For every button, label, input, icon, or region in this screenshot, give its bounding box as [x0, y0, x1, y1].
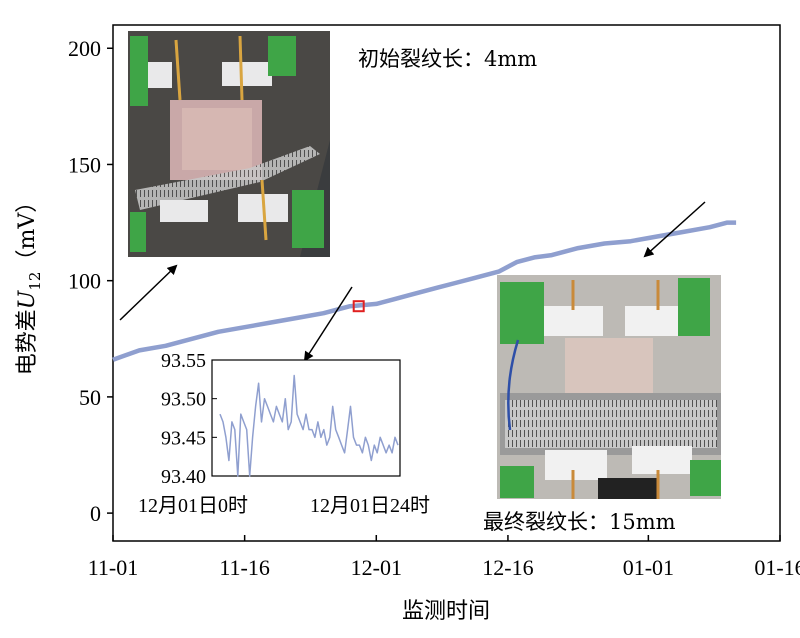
inset-y-tick-label: 93.45	[161, 427, 206, 449]
x-tick-label: 12-01	[351, 555, 402, 580]
arrow-to-inset	[303, 286, 353, 362]
x-tick-label: 01-16	[754, 555, 800, 580]
inset-frame	[211, 359, 401, 477]
x-axis-label: 监测时间	[402, 599, 490, 624]
y-axis-label-var: U	[15, 289, 40, 309]
initial-crack-label: 初始裂纹长：4mm	[358, 47, 537, 71]
initial-crack-photo	[128, 31, 330, 257]
inset-y-tick-label: 93.55	[161, 350, 206, 372]
x-tick-label: 11-01	[88, 555, 139, 580]
plot-frame	[112, 24, 781, 542]
y-axis-ticks: 0 50 100 150 200	[68, 36, 113, 526]
arrow-to-end	[643, 201, 706, 258]
inset-series-line	[219, 374, 399, 477]
y-axis-label-main: 电势差	[15, 309, 40, 375]
inset-x-ticks: 12月01日0时 12月01日24时	[138, 494, 430, 517]
y-axis-label: 电势差U12（mV）	[15, 191, 44, 375]
x-tick-label: 12-16	[482, 555, 533, 580]
inset-x-tick-label: 12月01日0时	[138, 494, 248, 517]
y-axis-label-sub: 12	[26, 272, 44, 291]
x-axis-ticks: 11-01 11-16 12-01 12-16 01-01 01-16	[88, 535, 800, 580]
final-crack-label: 最终裂纹长：15mm	[483, 510, 676, 534]
y-axis-label-unit: （mV）	[15, 191, 40, 272]
inset-y-tick-label: 93.50	[161, 389, 206, 411]
y-tick-label: 100	[68, 269, 101, 294]
y-tick-label: 150	[68, 152, 101, 177]
arrow-to-start	[119, 264, 178, 321]
x-tick-label: 01-01	[623, 555, 674, 580]
zoom-marker	[352, 300, 365, 313]
x-tick-label: 11-16	[219, 555, 270, 580]
inset-y-tick-label: 93.40	[161, 466, 206, 488]
inset-x-tick-label: 12月01日24时	[310, 494, 430, 517]
inset-chart: 93.40 93.45 93.50 93.55 12月01日0时 12月01日24时	[138, 350, 430, 517]
series-line	[112, 220, 737, 362]
final-crack-photo	[497, 275, 721, 499]
y-tick-label: 200	[68, 36, 101, 61]
y-tick-label: 50	[79, 385, 101, 410]
inset-y-ticks: 93.40 93.45 93.50 93.55	[161, 350, 217, 488]
y-tick-label: 0	[90, 501, 101, 526]
